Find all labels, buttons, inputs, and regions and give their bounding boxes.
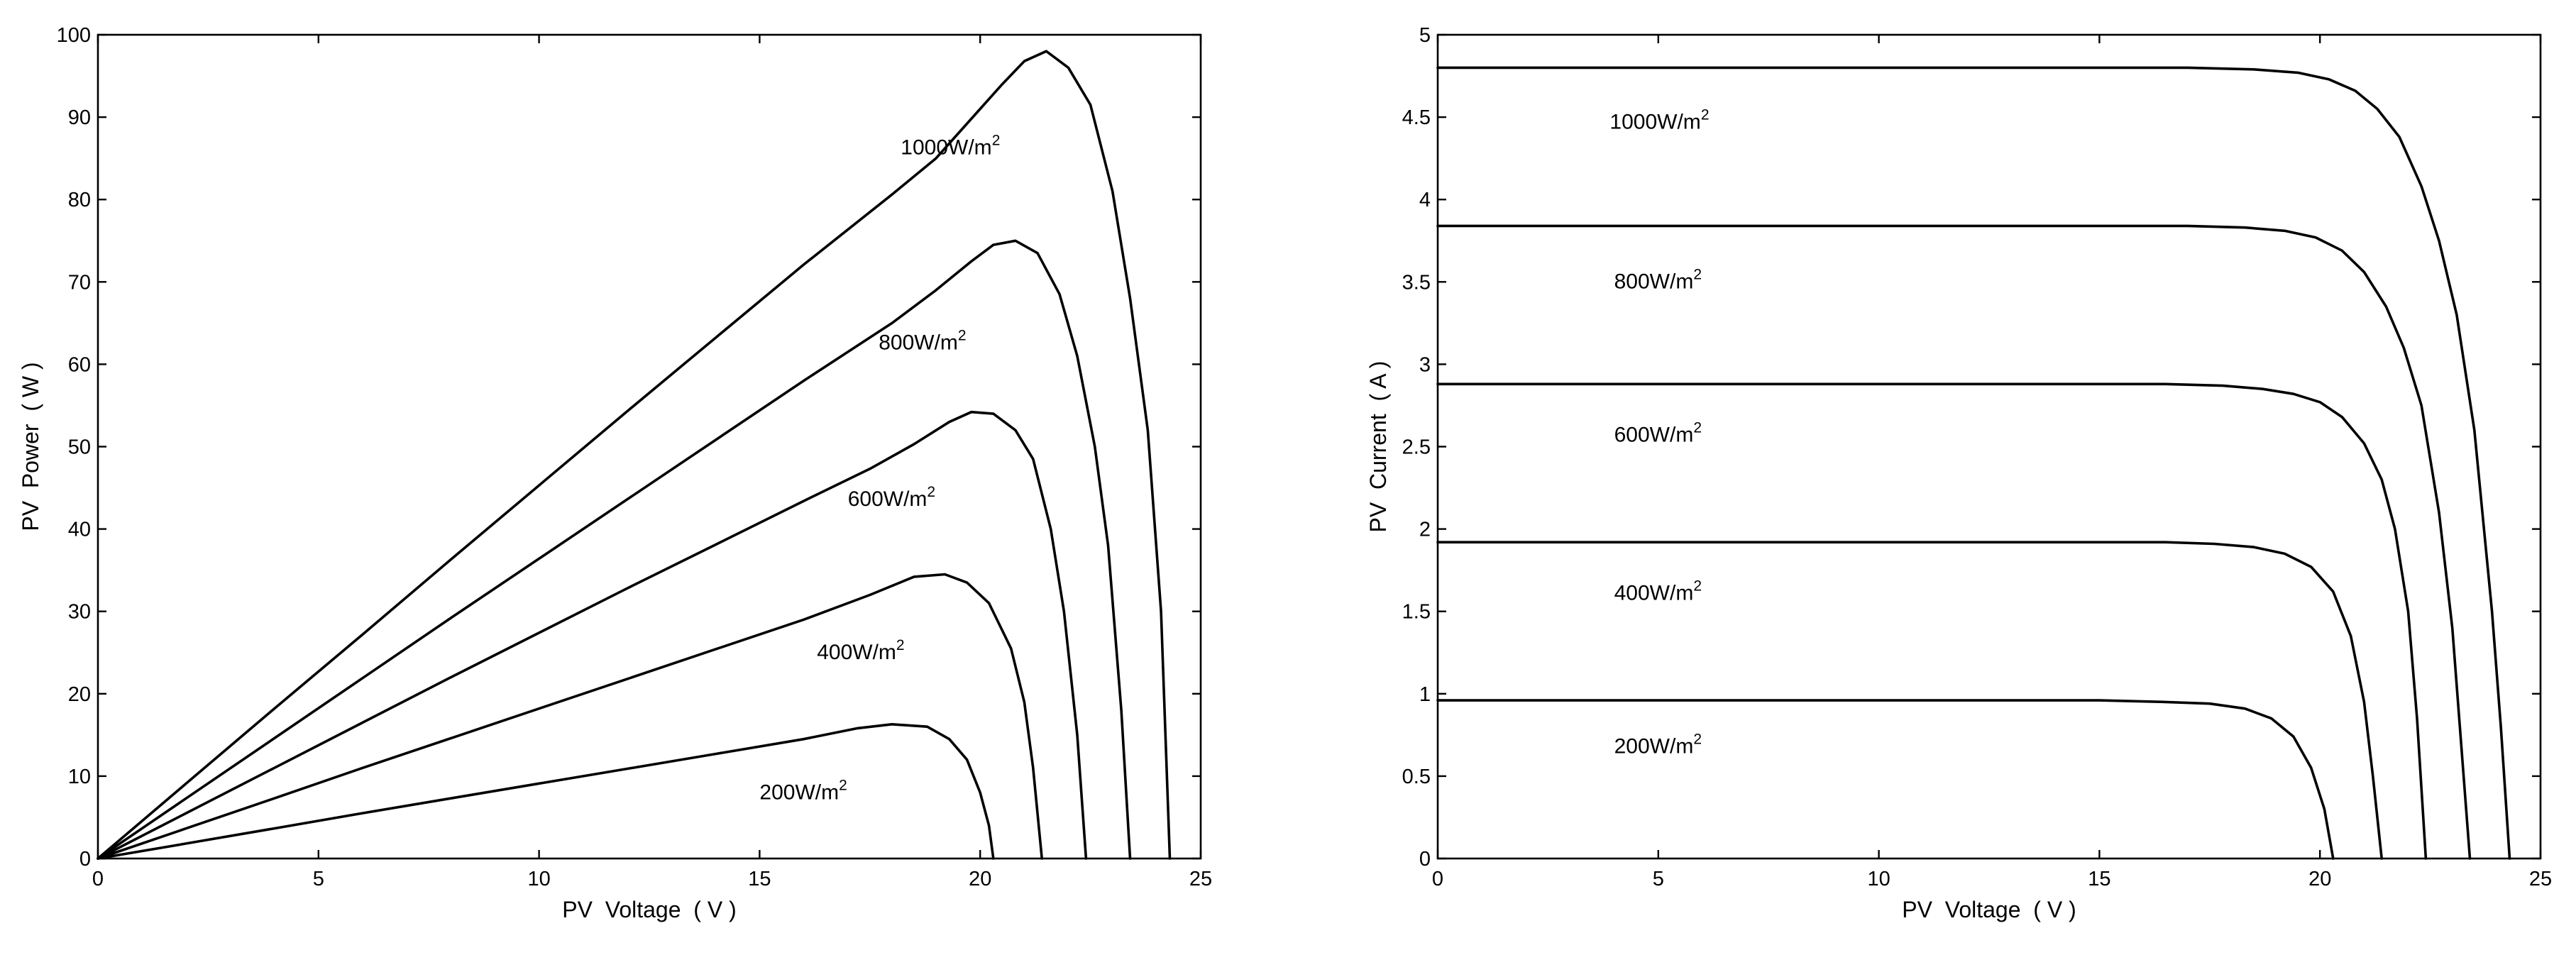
current-curve-label-1000: 1000W/m2 xyxy=(1609,106,1709,133)
power-x-tick-label: 5 xyxy=(313,868,324,890)
current-curve-label-600: 600W/m2 xyxy=(1614,420,1702,447)
current-voltage-chart: 0 5 10 15 20 25 0 0.5 1 1.5 2 2.5 3 3.5 4 4.5 5 PV Voltag… xyxy=(1365,24,2552,922)
power-curve-label-200: 200W/m2 xyxy=(759,777,847,804)
current-y-tick-label: 1.5 xyxy=(1402,601,1431,624)
power-x-tick-label: 15 xyxy=(748,868,771,890)
current-x-tick-label: 25 xyxy=(2529,868,2552,890)
current-y-tick-label: 2 xyxy=(1419,519,1431,541)
power-x-tick-label: 25 xyxy=(1189,868,1212,890)
power-curve-200 xyxy=(97,723,995,860)
power-y-tick-label: 60 xyxy=(68,353,91,376)
power-x-axis-label: PV Voltage ( V ) xyxy=(562,897,736,922)
power-y-tick-label: 0 xyxy=(79,848,91,871)
power-x-tick-label: 10 xyxy=(527,868,550,890)
power-curve-label-800: 800W/m2 xyxy=(879,328,966,355)
current-y-tick-label: 0.5 xyxy=(1402,766,1431,788)
power-y-tick-label: 50 xyxy=(68,436,91,459)
power-curve-600 xyxy=(97,410,1088,860)
current-y-tick-label: 4 xyxy=(1419,189,1431,211)
current-y-tick-label: 3.5 xyxy=(1402,271,1431,294)
current-x-tick-label: 0 xyxy=(1432,868,1443,890)
current-curve-200 xyxy=(1436,699,2335,860)
power-curve-1000 xyxy=(97,50,1172,860)
power-y-tick-label: 10 xyxy=(68,766,91,788)
current-y-tick-label: 4.5 xyxy=(1402,106,1431,129)
current-x-tick-label: 20 xyxy=(2308,868,2331,890)
power-curve-label-400: 400W/m2 xyxy=(817,637,904,664)
current-y-tick-label: 3 xyxy=(1419,353,1431,376)
power-y-tick-label: 20 xyxy=(68,683,91,706)
power-y-tick-label: 40 xyxy=(68,519,91,541)
current-x-tick-label: 15 xyxy=(2088,868,2110,890)
current-curve-400 xyxy=(1436,541,2383,860)
current-curve-800 xyxy=(1436,224,2472,860)
current-y-tick-label: 5 xyxy=(1419,24,1431,47)
power-x-tick-label: 0 xyxy=(92,868,104,890)
current-curve-1000 xyxy=(1436,66,2511,860)
current-y-axis-label: PV Current ( A ) xyxy=(1365,361,1391,533)
power-y-axis-label: PV Power ( W ) xyxy=(18,362,43,531)
power-x-tick-label: 20 xyxy=(969,868,991,890)
power-y-tick-label: 80 xyxy=(68,189,91,211)
power-y-tick-label: 70 xyxy=(68,271,91,294)
power-y-tick-label: 90 xyxy=(68,106,91,129)
power-curve-800 xyxy=(97,239,1132,860)
power-curve-400 xyxy=(97,573,1043,860)
current-curve-label-400: 400W/m2 xyxy=(1614,578,1702,605)
power-curve-label-1000: 1000W/m2 xyxy=(901,132,1000,159)
power-voltage-chart: 0 5 10 15 20 25 0 10 20 30 40 50 60 70 80 90 100 PV Volta… xyxy=(18,24,1212,922)
power-y-tick-label: 30 xyxy=(68,601,91,624)
power-y-tick-label: 100 xyxy=(57,24,91,47)
current-curve-label-200: 200W/m2 xyxy=(1614,731,1702,758)
current-y-tick-label: 1 xyxy=(1419,683,1431,706)
current-curve-600 xyxy=(1436,382,2428,860)
power-curve-label-600: 600W/m2 xyxy=(848,484,935,511)
current-x-tick-label: 10 xyxy=(1867,868,1890,890)
current-y-tick-label: 2.5 xyxy=(1402,436,1431,459)
current-x-axis-label: PV Voltage ( V ) xyxy=(1902,897,2076,922)
current-x-tick-label: 5 xyxy=(1653,868,1664,890)
current-curve-label-800: 800W/m2 xyxy=(1614,267,1702,294)
current-y-tick-label: 0 xyxy=(1419,848,1431,871)
